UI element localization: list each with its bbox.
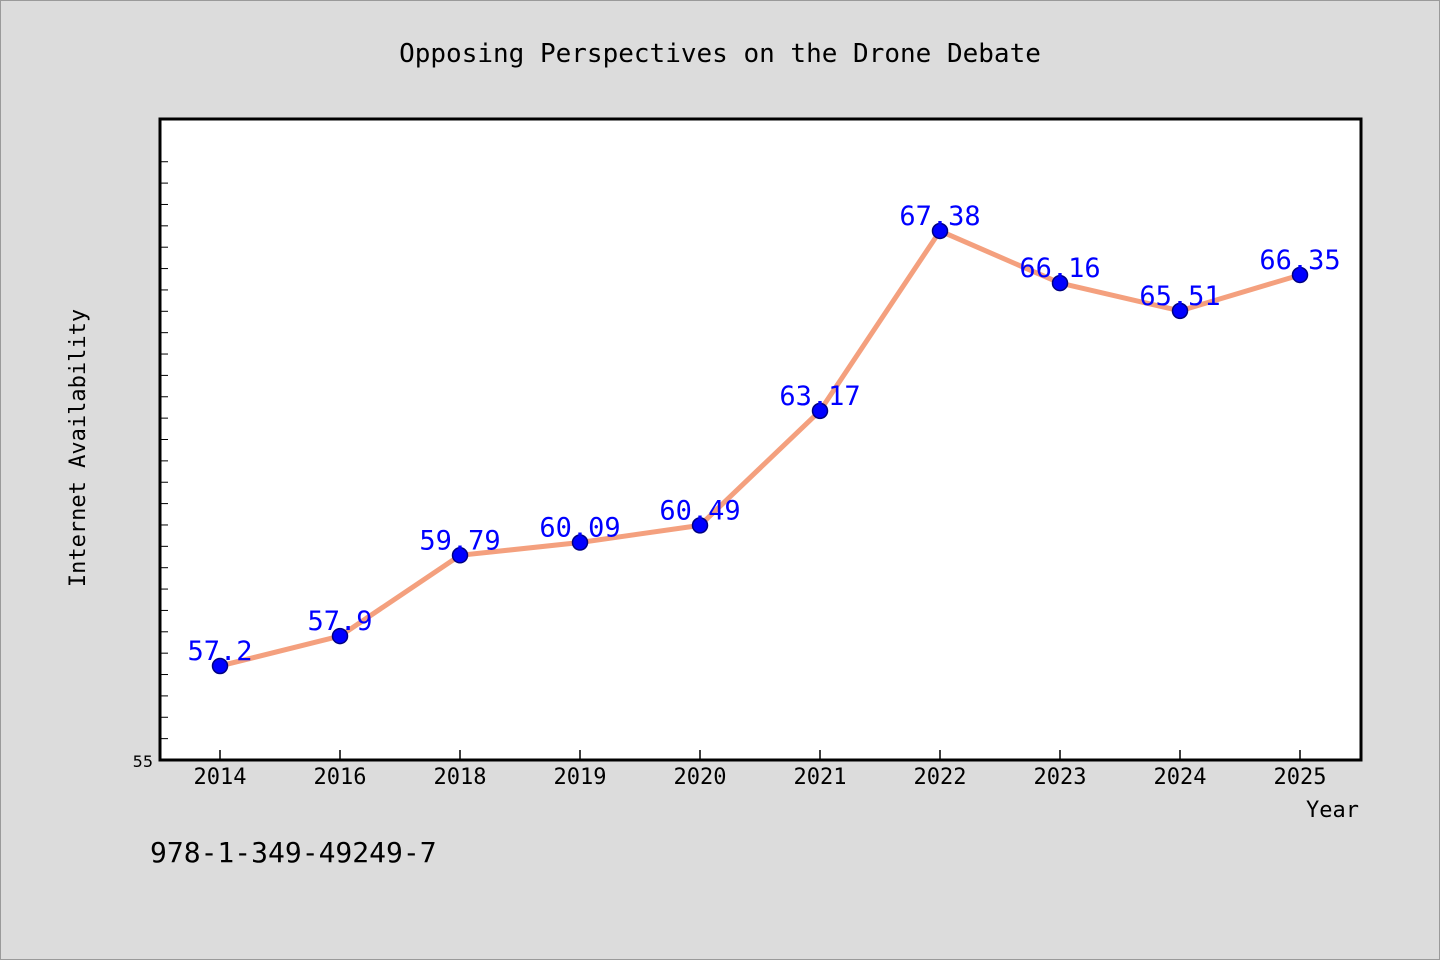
data-point <box>211 657 229 675</box>
data-label: 57.2 <box>187 636 252 667</box>
x-tick-label: 2022 <box>914 765 967 790</box>
data-label: 59.79 <box>419 525 500 556</box>
chart-title: Opposing Perspectives on the Drone Debat… <box>399 39 1041 69</box>
plot-area <box>158 117 1363 762</box>
x-axis-label: Year <box>1306 798 1359 823</box>
data-label: 66.16 <box>1019 253 1100 284</box>
data-label: 65.51 <box>1139 281 1220 312</box>
data-points <box>211 222 1309 675</box>
data-point <box>451 547 469 564</box>
data-point <box>1291 266 1309 284</box>
data-point <box>1051 274 1069 292</box>
x-tick-label: 2025 <box>1274 765 1327 790</box>
data-point <box>811 402 829 420</box>
data-label: 60.49 <box>659 495 740 526</box>
data-label: 67.38 <box>899 201 980 232</box>
data-label: 66.35 <box>1259 245 1340 276</box>
y-axis-ticks <box>160 161 168 740</box>
data-labels: 57.2 57.9 59.79 60.09 60.49 63.17 67.38 66.16 65… <box>187 201 1340 667</box>
x-tick-label: 2019 <box>554 765 607 790</box>
x-tick-label: 2021 <box>794 765 847 790</box>
x-tick-label: 2014 <box>194 765 247 790</box>
series-line <box>217 228 1303 669</box>
x-tick-label: 2024 <box>1154 765 1207 790</box>
x-tick-label: 2023 <box>1034 765 1087 790</box>
data-point <box>691 517 709 534</box>
x-tick-label: 2020 <box>674 765 727 790</box>
isbn-annotation: 978-1-349-49249-7 <box>150 836 437 869</box>
data-point <box>931 222 949 240</box>
y-tick-label: 55 <box>133 752 153 771</box>
data-point <box>1171 302 1189 320</box>
data-label: 63.17 <box>779 381 860 412</box>
x-tick-label: 2016 <box>314 765 367 790</box>
y-axis-label: Internet Availability <box>66 309 91 587</box>
data-label: 60.09 <box>539 512 620 543</box>
data-label: 57.9 <box>307 606 372 637</box>
x-tick-label: 2018 <box>434 765 487 790</box>
data-point <box>571 534 589 551</box>
data-point <box>331 627 349 645</box>
x-axis-ticks: 2014 2016 2018 2019 2020 2021 2022 2023 2024 2025 <box>194 750 1327 790</box>
